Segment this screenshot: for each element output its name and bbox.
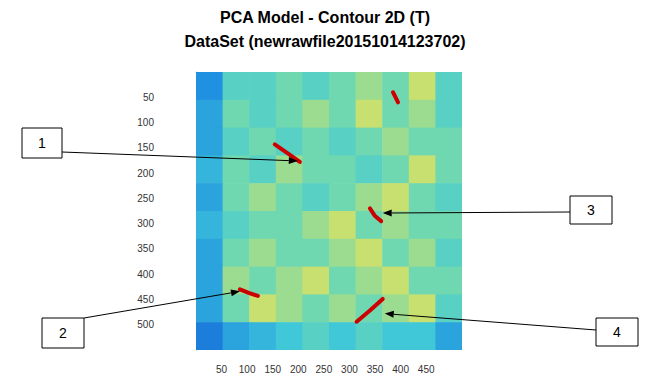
svg-text:300: 300 [341, 364, 358, 375]
svg-text:200: 200 [290, 364, 307, 375]
svg-text:150: 150 [264, 364, 281, 375]
svg-text:250: 250 [137, 193, 154, 204]
svg-text:DataSet (newrawfile20151014123: DataSet (newrawfile20151014123702) [184, 33, 465, 50]
svg-text:2: 2 [59, 325, 67, 341]
svg-text:50: 50 [216, 364, 228, 375]
svg-text:350: 350 [367, 364, 384, 375]
svg-text:350: 350 [137, 243, 154, 254]
svg-text:250: 250 [316, 364, 333, 375]
svg-text:1: 1 [38, 135, 46, 151]
svg-text:4: 4 [613, 324, 621, 340]
svg-text:PCA Model - Contour 2D (T): PCA Model - Contour 2D (T) [220, 9, 430, 26]
svg-text:400: 400 [392, 364, 409, 375]
svg-text:200: 200 [137, 168, 154, 179]
svg-text:50: 50 [143, 92, 155, 103]
svg-text:100: 100 [137, 117, 154, 128]
svg-text:100: 100 [239, 364, 256, 375]
svg-text:500: 500 [137, 319, 154, 330]
svg-text:3: 3 [587, 202, 595, 218]
svg-text:450: 450 [418, 364, 435, 375]
svg-text:300: 300 [137, 218, 154, 229]
svg-text:450: 450 [137, 294, 154, 305]
svg-text:400: 400 [137, 269, 154, 280]
svg-text:150: 150 [137, 142, 154, 153]
